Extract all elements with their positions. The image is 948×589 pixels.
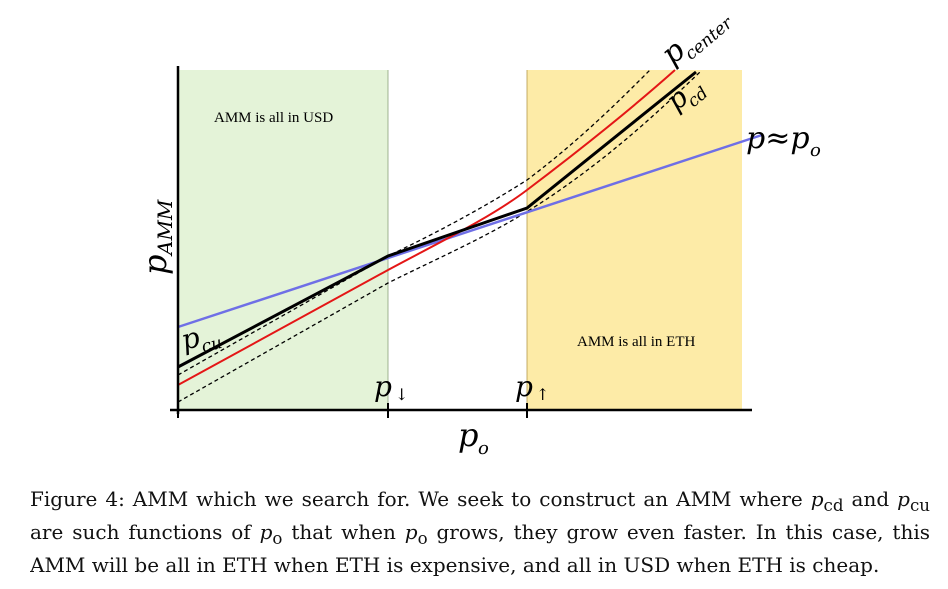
p-approx-po-label: p≈p o xyxy=(746,121,821,161)
caption-mid4: grows, they grow even faster. In this ca… xyxy=(30,520,930,577)
usd-region-label: AMM is all in USD xyxy=(214,110,333,126)
x-axis-label: p o xyxy=(458,416,489,459)
svg-text:center: center xyxy=(681,13,737,65)
svg-text:↑: ↑ xyxy=(536,385,549,404)
eth-region xyxy=(527,70,742,410)
p-center-label: p center xyxy=(655,13,738,72)
caption-mid3: that when xyxy=(282,520,405,544)
svg-text:cu: cu xyxy=(200,333,225,357)
svg-text:p: p xyxy=(515,370,533,403)
usd-region xyxy=(178,70,388,410)
p-down-label: p ↓ xyxy=(374,370,408,404)
caption-var-pcd-sub: cd xyxy=(823,496,844,515)
p-up-label: p ↑ xyxy=(515,370,549,404)
caption-var-po-1-sub: o xyxy=(272,529,283,548)
svg-text:p≈p: p≈p xyxy=(746,121,810,156)
caption-mid1: and xyxy=(843,487,898,511)
svg-text:AMM: AMM xyxy=(153,199,177,257)
svg-text:p: p xyxy=(458,416,478,454)
figure-caption: Figure 4: AMM which we search for. We se… xyxy=(30,486,930,589)
caption-var-pcu: p xyxy=(897,487,910,511)
caption-var-pcd: p xyxy=(810,487,824,511)
amm-figure: AMM is all in USD AMM is all in ETH p ce… xyxy=(136,13,821,459)
svg-text:p: p xyxy=(374,370,392,403)
svg-text:o: o xyxy=(810,140,821,161)
caption-mid2: are such functions of xyxy=(30,520,260,544)
caption-prefix: Figure 4: AMM which we search for. We se… xyxy=(30,487,811,511)
caption-var-pcu-sub: cu xyxy=(909,496,930,515)
y-axis-label: p AMM xyxy=(136,199,177,275)
dashed-envelope-lower xyxy=(177,71,701,403)
svg-text:p: p xyxy=(136,255,174,275)
caption-var-po-2-sub: o xyxy=(417,529,428,548)
svg-text:o: o xyxy=(478,438,489,459)
p-approx-po-line xyxy=(177,133,763,329)
p-cd-piecewise-line xyxy=(177,70,697,369)
caption-var-po-1: p xyxy=(259,520,273,544)
svg-text:↓: ↓ xyxy=(395,385,408,404)
dashed-envelope-upper xyxy=(177,69,651,376)
caption-var-po-2: p xyxy=(404,520,418,544)
eth-region-label: AMM is all in ETH xyxy=(577,334,695,350)
p-center-curve xyxy=(177,69,676,386)
